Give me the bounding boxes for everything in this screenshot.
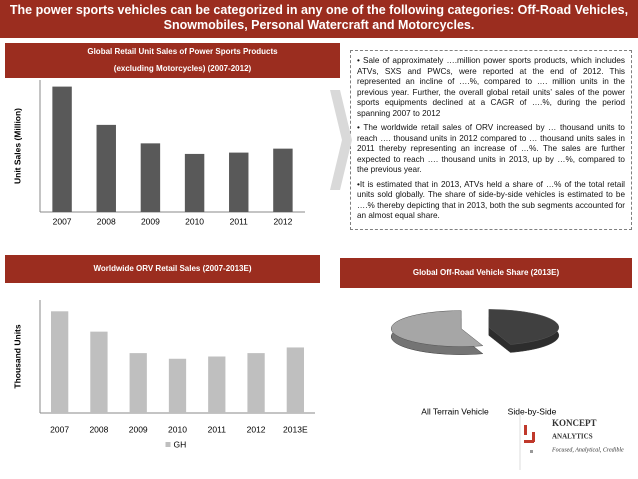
x-tick-label: 2010 bbox=[168, 424, 187, 434]
legend-label: GH bbox=[174, 439, 187, 449]
legend-label: All Terrain Vehicle bbox=[421, 406, 489, 416]
x-tick-label: 2010 bbox=[185, 216, 204, 226]
pie-slice-side bbox=[390, 318, 484, 355]
x-tick-label: 2013E bbox=[283, 424, 308, 434]
legend-label: Side-by-Side bbox=[508, 406, 557, 416]
bar bbox=[129, 353, 147, 413]
bar bbox=[52, 86, 72, 212]
chevron bbox=[330, 90, 352, 190]
logo-sub: ANALYTICS bbox=[552, 433, 593, 441]
text-box: • Sale of approximately ….million power … bbox=[350, 50, 632, 230]
x-tick-label: 2011 bbox=[230, 216, 249, 226]
chart-title: Global Retail Unit Sales of Power Sports… bbox=[87, 47, 278, 56]
y-axis-label: Unit Sales (Million) bbox=[12, 108, 22, 184]
x-tick-label: 2007 bbox=[50, 424, 69, 434]
chart-subtitle: (excluding Motorcycles) (2007-2012) bbox=[114, 64, 252, 73]
x-tick-label: 2012 bbox=[273, 216, 292, 226]
pie-slice-side bbox=[488, 317, 560, 353]
bar bbox=[184, 153, 205, 212]
x-tick-label: 2009 bbox=[129, 424, 148, 434]
bar bbox=[168, 358, 187, 413]
bar bbox=[90, 331, 108, 413]
x-tick-label: 2009 bbox=[141, 216, 160, 226]
bullet: • Sale of approximately ….million power … bbox=[357, 56, 625, 118]
title-band bbox=[340, 258, 632, 288]
x-tick-label: 2007 bbox=[53, 216, 72, 226]
x-tick-label: 2008 bbox=[97, 216, 116, 226]
logo-name: KONCEPT bbox=[552, 418, 597, 428]
logo-tagline: Focused, Analytical, Credible bbox=[551, 447, 624, 453]
bullet: •It is estimated that in 2013, ATVs held… bbox=[357, 179, 625, 221]
bullet: • The worldwide retail sales of ORV incr… bbox=[357, 123, 625, 174]
bar bbox=[51, 311, 69, 413]
x-tick-label: 2008 bbox=[89, 424, 108, 434]
bar bbox=[273, 148, 293, 212]
title-band bbox=[5, 255, 320, 283]
y-axis-label: Thousand Units bbox=[12, 324, 22, 388]
header-title: The power sports vehicles can be categor… bbox=[0, 0, 638, 38]
pie-slice bbox=[390, 310, 484, 347]
bar bbox=[140, 143, 161, 212]
logo: KONCEPT ANALYTICS Focused, Analytical, C… bbox=[519, 415, 624, 470]
bar bbox=[208, 356, 226, 413]
bar bbox=[247, 353, 265, 413]
x-tick-label: 2012 bbox=[247, 424, 266, 434]
bar bbox=[96, 124, 116, 212]
legend-swatch bbox=[165, 442, 171, 447]
pie-slice bbox=[488, 309, 560, 345]
title-band bbox=[5, 43, 340, 78]
bar bbox=[286, 347, 304, 413]
chart-title: Global Off-Road Vehicle Share (2013E) bbox=[413, 268, 560, 277]
x-tick-label: 2011 bbox=[208, 424, 227, 434]
bar bbox=[229, 152, 249, 212]
chart-title: Worldwide ORV Retail Sales (2007-2013E) bbox=[94, 264, 252, 273]
